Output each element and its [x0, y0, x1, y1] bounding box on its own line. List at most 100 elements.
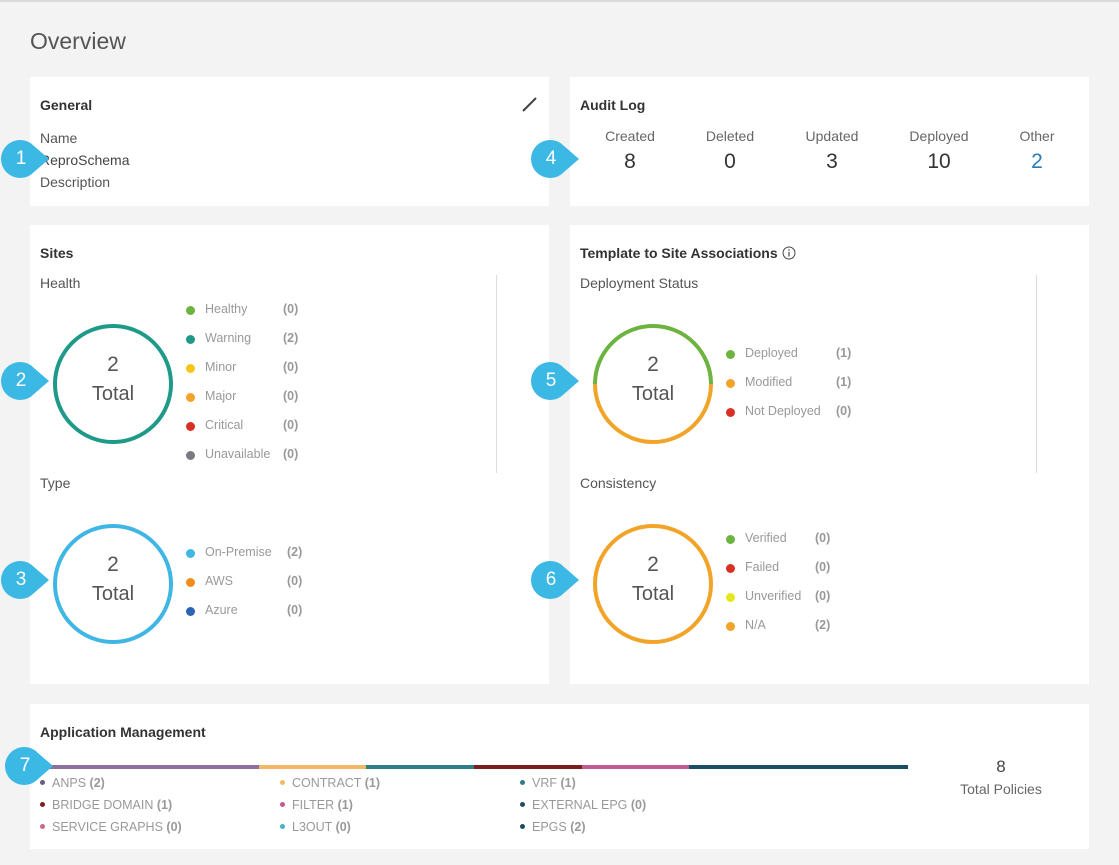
- policy-label: SERVICE GRAPHS: [52, 820, 163, 834]
- policy-count: (0): [166, 820, 182, 834]
- app-management-card: Application Management: [30, 704, 1089, 849]
- deployment-total-label: Total: [631, 383, 675, 405]
- page-title: Overview: [30, 28, 126, 54]
- legend-label: Modified: [745, 375, 793, 389]
- deployed-dot: [726, 350, 735, 359]
- consistency-donut[interactable]: 2 Total: [592, 523, 714, 645]
- audit-log-card: Audit Log Created 8 Deleted 0 Updated 3 …: [570, 77, 1089, 206]
- legend-label: Unavailable: [205, 447, 271, 461]
- health-donut[interactable]: 2 Total: [52, 323, 174, 445]
- policy-distribution-bar: [40, 765, 908, 769]
- legend-count: (2): [815, 618, 831, 632]
- policy-service-graphs[interactable]: SERVICE GRAPHS (0): [40, 820, 182, 834]
- bar-segment-epgs: [689, 765, 908, 769]
- policy-vrf[interactable]: VRF (1): [520, 776, 576, 790]
- general-card: General Name ReproSchema Description: [30, 77, 549, 206]
- legend-label: Minor: [205, 360, 237, 374]
- name-label: Name: [40, 130, 78, 146]
- audit-deployed-label: Deployed: [909, 128, 969, 144]
- on-premise-dot: [186, 549, 195, 558]
- policy-count: (1): [156, 798, 173, 812]
- legend-label: Healthy: [205, 302, 248, 316]
- audit-other-label: Other: [1019, 128, 1055, 144]
- not-deployed-dot: [726, 408, 735, 417]
- audit-other-link[interactable]: 2: [1031, 150, 1043, 173]
- info-icon[interactable]: [782, 246, 796, 260]
- legend-label: Unverified: [745, 589, 802, 603]
- callout-marker: 7: [4, 746, 54, 786]
- audit-created-value: 8: [624, 150, 636, 173]
- policy-filter[interactable]: FILTER (1): [280, 798, 353, 812]
- policy-label: VRF: [532, 776, 557, 790]
- callout-number: 7: [19, 755, 31, 776]
- top-border: [0, 0, 1119, 2]
- policy-count: (2): [570, 820, 586, 834]
- policy-external-epg[interactable]: EXTERNAL EPG (0): [520, 798, 646, 812]
- legend-count: (0): [283, 302, 299, 316]
- legend-count: (0): [283, 389, 299, 403]
- audit-created: Created 8: [580, 128, 680, 174]
- vrf-dot: [520, 780, 525, 785]
- policy-count: (1): [364, 776, 380, 790]
- total-policies-label: Total Policies: [960, 781, 1042, 797]
- legend-label: Warning: [205, 331, 252, 345]
- unavailable-dot: [186, 451, 195, 460]
- legend-label: On-Premise: [205, 545, 272, 559]
- policy-l3out[interactable]: L3OUT (0): [280, 820, 351, 834]
- audit-deployed-value: 10: [927, 150, 951, 173]
- callout-number: 1: [15, 148, 27, 169]
- legend-count: (0): [283, 447, 299, 461]
- callout-number: 2: [15, 370, 27, 391]
- consistency-total-label: Total: [631, 583, 675, 605]
- legend-label: Failed: [745, 560, 780, 574]
- deployment-donut[interactable]: 2 Total: [592, 323, 714, 445]
- policy-count: (1): [560, 776, 576, 790]
- audit-log-title: Audit Log: [580, 97, 646, 113]
- callout-number: 5: [545, 370, 557, 391]
- audit-updated-label: Updated: [805, 128, 859, 144]
- verified-dot: [726, 535, 735, 544]
- audit-deployed: Deployed 10: [889, 128, 989, 174]
- callout-marker: 6: [530, 560, 580, 600]
- app-management-title: Application Management: [40, 724, 206, 740]
- pencil-icon[interactable]: [521, 95, 539, 113]
- legend-count: (0): [283, 360, 299, 374]
- template-assoc-title-text: Template to Site Associations: [580, 245, 778, 261]
- legend-count: (1): [836, 346, 852, 360]
- service-graphs-dot: [40, 824, 45, 829]
- general-title: General: [40, 97, 93, 113]
- policy-label: CONTRACT: [292, 776, 362, 790]
- audit-updated-value: 3: [826, 150, 838, 173]
- health-total-label: Total: [91, 383, 135, 405]
- policy-label: ANPS: [52, 776, 87, 790]
- type-total: 2: [107, 553, 119, 576]
- template-divider: [1036, 275, 1037, 473]
- bar-segment-bridge-domain: [473, 765, 582, 769]
- consistency-heading: Consistency: [580, 475, 657, 491]
- contract-dot: [280, 780, 285, 785]
- major-dot: [186, 393, 195, 402]
- name-value: ReproSchema: [40, 152, 130, 168]
- aws-dot: [186, 578, 195, 587]
- bar-segment-filter: [581, 765, 690, 769]
- policy-bridge-domain[interactable]: BRIDGE DOMAIN (1): [40, 798, 172, 812]
- legend-count: (2): [283, 331, 299, 345]
- policy-epgs[interactable]: EPGS (2): [520, 820, 586, 834]
- policy-label: L3OUT: [292, 820, 333, 834]
- type-donut[interactable]: 2 Total: [52, 523, 174, 645]
- bar-segment-anps: [40, 765, 259, 769]
- legend-label: Verified: [745, 531, 787, 545]
- policy-contract[interactable]: CONTRACT (1): [280, 776, 380, 790]
- total-policies-value: 8: [996, 757, 1006, 776]
- legend-label: Azure: [205, 603, 238, 617]
- audit-other[interactable]: Other 2: [987, 128, 1087, 174]
- unverified-dot: [726, 593, 735, 602]
- policy-anps[interactable]: ANPS (2): [40, 776, 105, 790]
- type-heading: Type: [40, 475, 71, 491]
- audit-deleted-value: 0: [724, 150, 736, 173]
- health-total: 2: [107, 353, 119, 376]
- policy-count: (1): [337, 798, 353, 812]
- audit-created-label: Created: [605, 128, 655, 144]
- external-epg-dot: [520, 802, 525, 807]
- legend-count: (0): [815, 589, 831, 603]
